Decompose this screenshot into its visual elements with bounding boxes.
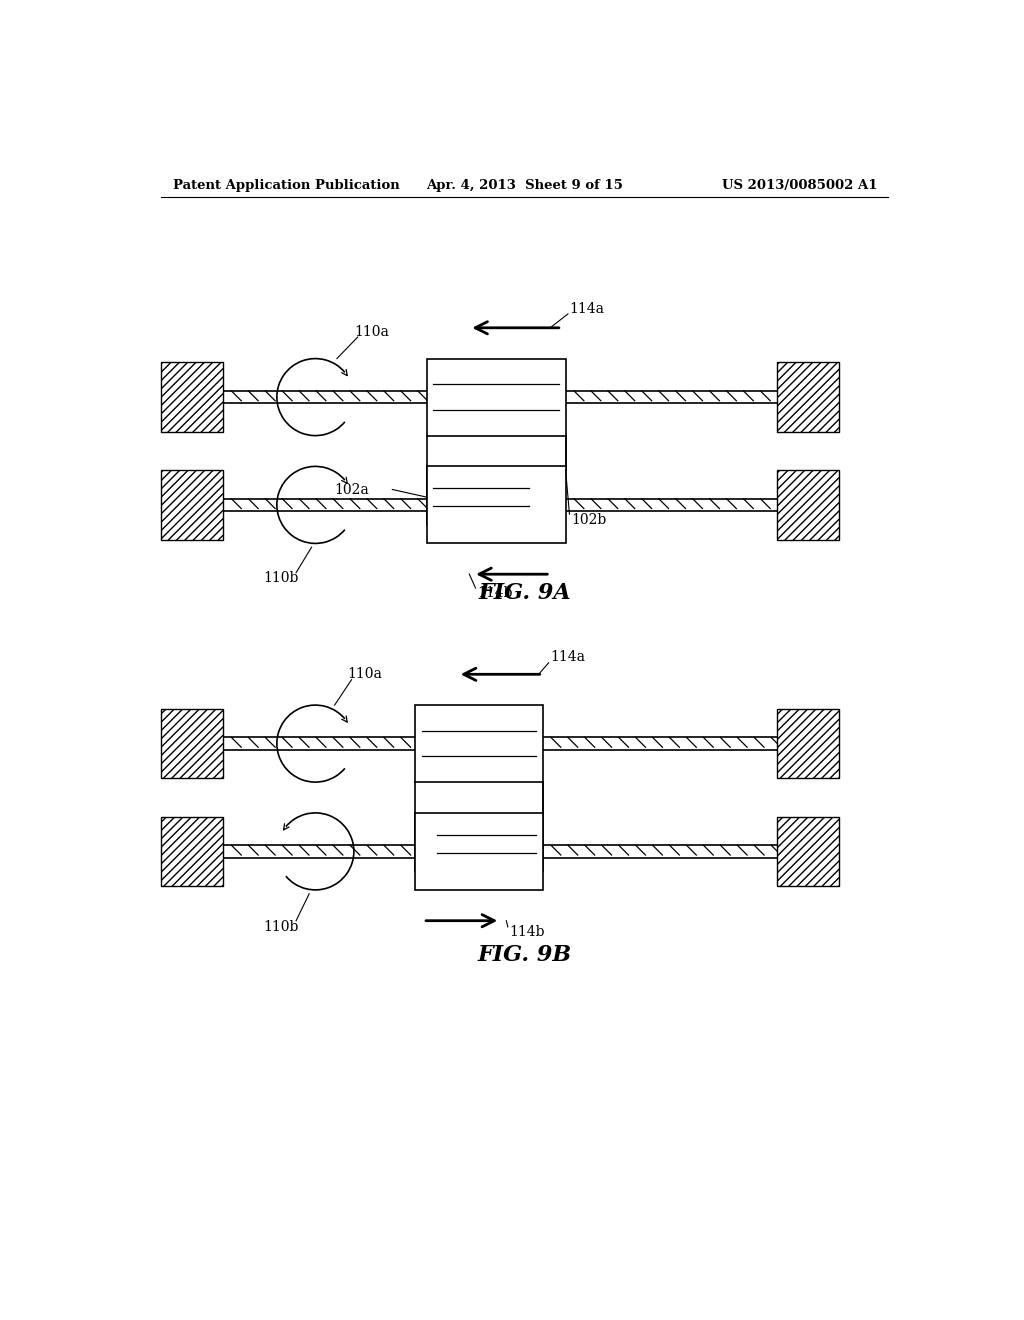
Bar xyxy=(777,817,839,886)
Text: 110a: 110a xyxy=(354,325,389,339)
Text: 110a: 110a xyxy=(348,668,383,681)
Text: 114a: 114a xyxy=(550,651,585,664)
Bar xyxy=(427,470,535,524)
Bar xyxy=(162,470,223,540)
Bar xyxy=(162,363,223,432)
Bar xyxy=(427,466,565,544)
Bar xyxy=(162,817,223,886)
Bar xyxy=(162,709,223,779)
Text: FIG. 9B: FIG. 9B xyxy=(478,944,571,966)
Text: 114b: 114b xyxy=(509,925,545,940)
Text: 102a: 102a xyxy=(335,483,370,496)
Text: 114b: 114b xyxy=(477,586,513,601)
Text: 110b: 110b xyxy=(263,572,298,585)
Bar xyxy=(777,363,839,432)
Bar xyxy=(777,709,839,779)
Text: FIG. 9A: FIG. 9A xyxy=(478,582,571,605)
Bar xyxy=(427,359,565,436)
Bar xyxy=(162,709,223,779)
Text: 114a: 114a xyxy=(569,301,604,315)
Bar xyxy=(777,470,839,540)
Bar xyxy=(162,363,223,432)
Text: 102b: 102b xyxy=(571,513,606,527)
Text: 110b: 110b xyxy=(263,920,298,933)
Bar xyxy=(777,363,839,432)
Bar xyxy=(416,705,543,781)
Bar xyxy=(431,817,543,871)
Bar xyxy=(777,470,839,540)
Bar xyxy=(162,470,223,540)
Text: Patent Application Publication: Patent Application Publication xyxy=(173,178,399,191)
Bar xyxy=(416,813,543,890)
Bar xyxy=(162,817,223,886)
Text: Apr. 4, 2013  Sheet 9 of 15: Apr. 4, 2013 Sheet 9 of 15 xyxy=(426,178,624,191)
Text: US 2013/0085002 A1: US 2013/0085002 A1 xyxy=(722,178,878,191)
Bar xyxy=(777,817,839,886)
Bar xyxy=(777,709,839,779)
